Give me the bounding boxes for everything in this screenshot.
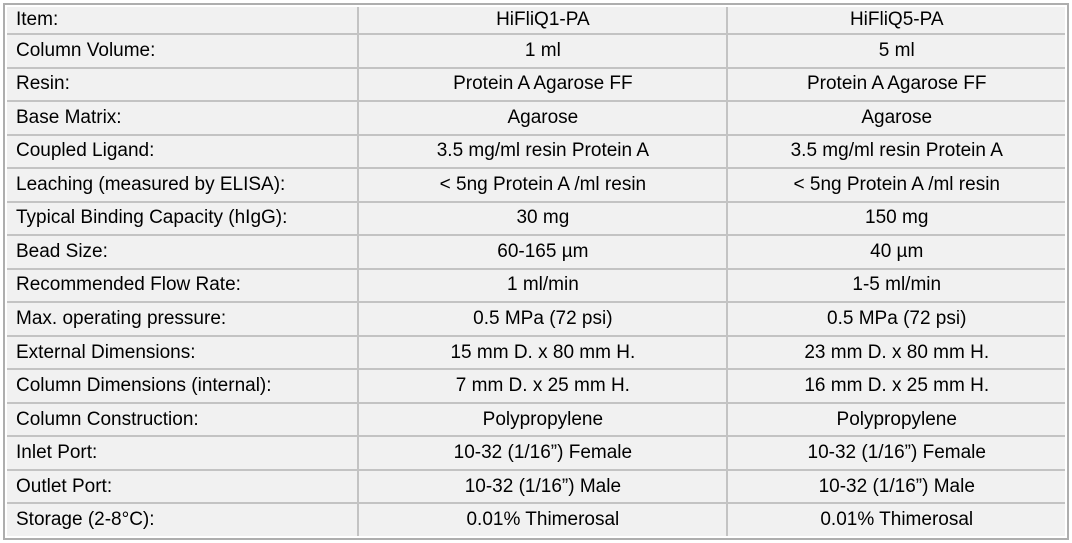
value-cell: Polypropylene (357, 401, 729, 438)
value-cell: Protein A Agarose FF (357, 66, 729, 103)
value-cell: 0.5 MPa (72 psi) (726, 301, 1065, 337)
value-cell: 1-5 ml/min (726, 267, 1065, 304)
row-label: Column Construction: (7, 401, 360, 438)
row-label: Max. operating pressure: (7, 301, 360, 337)
value-cell: < 5ng Protein A /ml resin (357, 167, 729, 203)
value-cell: 60-165 µm (357, 234, 729, 270)
value-cell: 10-32 (1/16”) Female (357, 435, 729, 471)
row-label: Coupled Ligand: (7, 133, 360, 170)
spec-table-body: Column Volume: 1 ml 5 ml Resin: Protein A Ag… (7, 33, 1065, 536)
value-cell: 0.5 MPa (72 psi) (357, 301, 729, 337)
value-cell: 16 mm D. x 25 mm H. (726, 368, 1065, 404)
table-row: Bead Size: 60-165 µm 40 µm (7, 234, 1065, 270)
value-cell: Agarose (357, 100, 729, 136)
row-label: Base Matrix: (7, 100, 360, 136)
table-row: Base Matrix: Agarose Agarose (7, 100, 1065, 136)
table-row: Storage (2-8°C): 0.01% Thimerosal 0.01% Th… (7, 502, 1065, 536)
table-row: Outlet Port: 10-32 (1/16”) Male 10-32 (1/1… (7, 468, 1065, 505)
row-label: Outlet Port: (7, 468, 360, 505)
table-row: Resin: Protein A Agarose FF Protein A Agar… (7, 66, 1065, 103)
table-row: Max. operating pressure: 0.5 MPa (72 psi)… (7, 301, 1065, 337)
row-label: External Dimensions: (7, 334, 360, 371)
spec-table-frame: Item: HiFliQ1-PA HiFliQ5-PA Column Volume:… (3, 3, 1069, 540)
table-row: Inlet Port: 10-32 (1/16”) Female 10-32 (1/… (7, 435, 1065, 471)
header-cell-hifliq5-pa: HiFliQ5-PA (726, 7, 1065, 35)
value-cell: 1 ml (357, 33, 729, 69)
value-cell: 7 mm D. x 25 mm H. (357, 368, 729, 404)
row-label: Leaching (measured by ELISA): (7, 167, 360, 203)
row-label: Inlet Port: (7, 435, 360, 471)
table-row: Column Construction: Polypropylene Polypro… (7, 401, 1065, 438)
row-label: Column Volume: (7, 33, 360, 69)
table-row: Recommended Flow Rate: 1 ml/min 1-5 ml/min (7, 267, 1065, 304)
value-cell: 0.01% Thimerosal (357, 502, 729, 536)
product-spec-table: Item: HiFliQ1-PA HiFliQ5-PA Column Volume:… (7, 7, 1065, 536)
row-label: Column Dimensions (internal): (7, 368, 360, 404)
header-cell-item: Item: (7, 7, 360, 35)
value-cell: 10-32 (1/16”) Male (357, 468, 729, 505)
value-cell: Agarose (726, 100, 1065, 136)
value-cell: < 5ng Protein A /ml resin (726, 167, 1065, 203)
value-cell: 15 mm D. x 80 mm H. (357, 334, 729, 371)
row-label: Bead Size: (7, 234, 360, 270)
header-cell-hifliq1-pa: HiFliQ1-PA (357, 7, 729, 35)
value-cell: 30 mg (357, 200, 729, 237)
header-row: Item: HiFliQ1-PA HiFliQ5-PA (7, 7, 1065, 35)
value-cell: 3.5 mg/ml resin Protein A (726, 133, 1065, 170)
value-cell: 150 mg (726, 200, 1065, 237)
table-row: Column Volume: 1 ml 5 ml (7, 33, 1065, 69)
value-cell: 10-32 (1/16”) Female (726, 435, 1065, 471)
value-cell: 10-32 (1/16”) Male (726, 468, 1065, 505)
value-cell: 23 mm D. x 80 mm H. (726, 334, 1065, 371)
table-row: External Dimensions: 15 mm D. x 80 mm H. 2… (7, 334, 1065, 371)
table-row: Typical Binding Capacity (hIgG): 30 mg 150… (7, 200, 1065, 237)
value-cell: 1 ml/min (357, 267, 729, 304)
value-cell: 0.01% Thimerosal (726, 502, 1065, 536)
value-cell: 3.5 mg/ml resin Protein A (357, 133, 729, 170)
value-cell: Protein A Agarose FF (726, 66, 1065, 103)
value-cell: Polypropylene (726, 401, 1065, 438)
table-row: Leaching (measured by ELISA): < 5ng Prote… (7, 167, 1065, 203)
row-label: Storage (2-8°C): (7, 502, 360, 536)
row-label: Typical Binding Capacity (hIgG): (7, 200, 360, 237)
value-cell: 5 ml (726, 33, 1065, 69)
row-label: Resin: (7, 66, 360, 103)
table-row: Coupled Ligand: 3.5 mg/ml resin Protein A… (7, 133, 1065, 170)
table-row: Column Dimensions (internal): 7 mm D. x 2… (7, 368, 1065, 404)
row-label: Recommended Flow Rate: (7, 267, 360, 304)
value-cell: 40 µm (726, 234, 1065, 270)
